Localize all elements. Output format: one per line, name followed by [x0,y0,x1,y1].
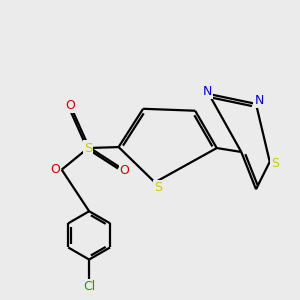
Text: S: S [271,157,279,170]
Text: S: S [154,181,162,194]
Text: O: O [50,163,60,176]
Text: Cl: Cl [83,280,95,293]
Text: N: N [254,94,264,107]
Text: S: S [84,142,92,154]
Text: O: O [119,164,129,177]
Text: N: N [203,85,212,98]
Text: O: O [65,99,75,112]
